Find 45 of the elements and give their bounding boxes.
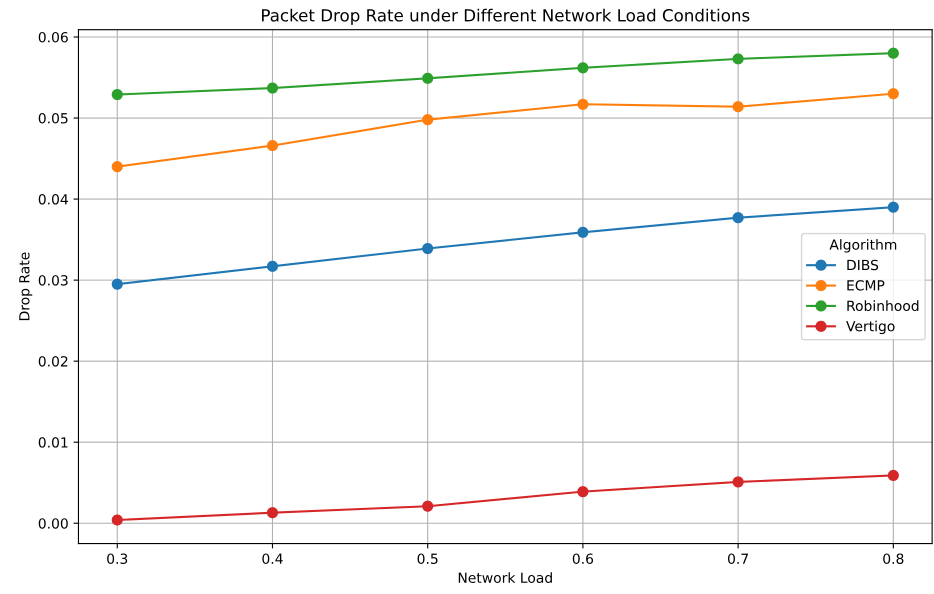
- y-tick-label: 0.06: [38, 32, 68, 42]
- point: [732, 476, 744, 488]
- point: [577, 486, 588, 498]
- x-tick-label: 0.3: [107, 553, 128, 564]
- y-tick-label: 0.05: [38, 113, 68, 124]
- point: [422, 72, 434, 84]
- point: [112, 88, 123, 100]
- point: [266, 82, 278, 94]
- point: [888, 470, 899, 481]
- point: [112, 161, 123, 172]
- point: [266, 140, 278, 152]
- point: [112, 278, 123, 290]
- point: [422, 500, 434, 512]
- x-tick-label: 0.8: [883, 553, 904, 564]
- y-tick-label: 0.04: [38, 194, 68, 205]
- legend-title: Algorithm: [829, 239, 896, 253]
- legend-label: Robinhood: [847, 300, 918, 312]
- point: [577, 98, 588, 110]
- x-tick-label: 0.4: [262, 553, 283, 564]
- y-tick-label: 0.02: [38, 356, 68, 367]
- y-tick-label: 0.00: [38, 518, 68, 529]
- x-axis-title: Network Load: [458, 572, 552, 583]
- point: [577, 226, 588, 238]
- point: [732, 212, 744, 224]
- point: [732, 53, 744, 64]
- point: [732, 101, 744, 112]
- point: [577, 62, 588, 74]
- legend-label: Vertigo: [846, 320, 895, 334]
- point: [422, 242, 434, 254]
- legend-label: ECMP: [847, 280, 884, 291]
- x-tick-label: 0.5: [418, 553, 438, 564]
- y-axis-title: Drop Rate: [19, 252, 32, 320]
- point: [888, 88, 899, 100]
- point: [888, 202, 899, 213]
- x-tick-label: 0.7: [728, 553, 748, 564]
- point: [422, 114, 434, 126]
- y-tick-label: 0.01: [38, 437, 68, 448]
- point: [888, 48, 899, 59]
- x-tick-label: 0.6: [572, 553, 594, 564]
- point: [112, 514, 123, 526]
- y-tick-label: 0.03: [38, 275, 68, 286]
- chart-title: Packet Drop Rate under Different Network Load Conditions: [262, 8, 750, 25]
- legend-label: DIBS: [847, 260, 878, 270]
- point: [266, 507, 278, 518]
- point: [266, 260, 278, 272]
